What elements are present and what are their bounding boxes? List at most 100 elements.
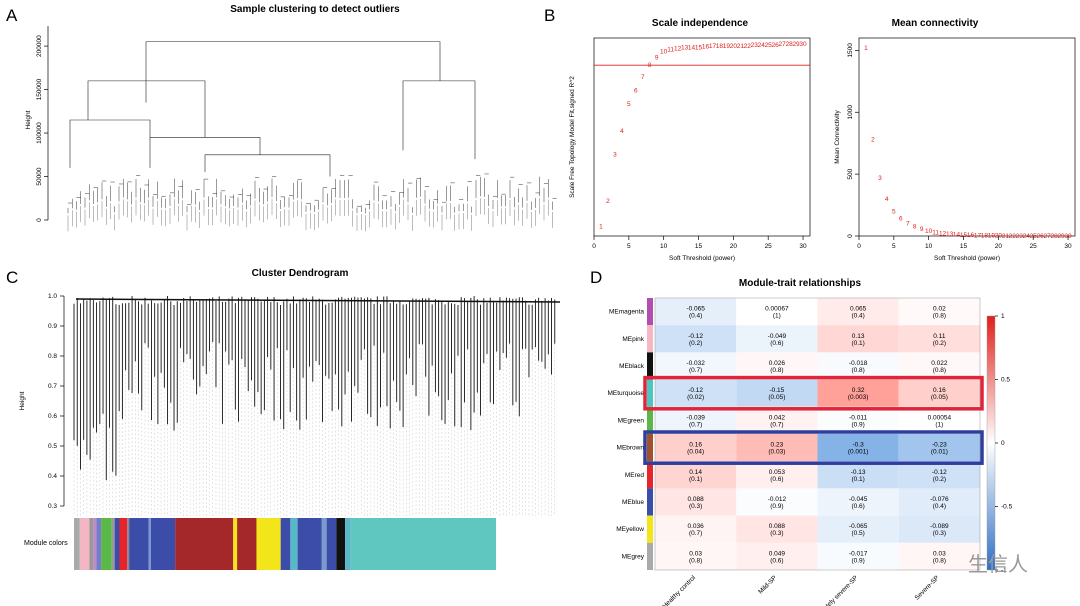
- scale-independence-x-tick-label: 20: [730, 243, 738, 250]
- cell-pvalue: (0.9): [851, 557, 864, 564]
- cell-pvalue: (0.9): [770, 503, 783, 510]
- module-color-block: [74, 518, 80, 570]
- highlight-box: [643, 430, 984, 465]
- column-label: Healthy control: [661, 574, 697, 606]
- column-label: Mild-SP: [757, 574, 778, 595]
- cell-pvalue: (0.04): [687, 449, 704, 456]
- module-color-block: [256, 518, 281, 570]
- dendrogram-branch: [145, 41, 441, 103]
- heatmap-cell: [898, 461, 980, 489]
- cell-value: 0.02: [933, 306, 946, 313]
- mean-connectivity-title: Mean connectivity: [891, 18, 979, 29]
- scale-independence-point-label: 11: [667, 47, 674, 54]
- colorbar-tick-label: -1: [1001, 567, 1007, 574]
- cell-value: 0.026: [769, 360, 786, 367]
- module-color-block: [350, 518, 497, 570]
- mean-connectivity-y-tick-label: 1500: [847, 43, 854, 58]
- heatmap-cell: [817, 515, 899, 543]
- mean-connectivity-x-tick-label: 30: [1064, 243, 1072, 250]
- row-label: MEgreen: [618, 417, 645, 424]
- mean-connectivity-point-label: 12: [939, 230, 947, 237]
- scale-independence-point-label: 12: [674, 46, 682, 53]
- cell-value: -0.045: [849, 496, 868, 503]
- heatmap-cell: [655, 542, 737, 570]
- c-y-tick-label: 0.3: [48, 503, 57, 510]
- mean-connectivity-y-tick-label: 1000: [847, 105, 854, 120]
- mean-connectivity-x-axis-label: Soft Threshold (power): [934, 255, 1000, 262]
- row-color-strip: [647, 542, 653, 570]
- mean-connectivity-point-label: 15: [960, 232, 968, 239]
- heatmap-cell: [817, 434, 899, 462]
- cluster-dendrogram: 0.3 0.4 0.5 0.6 0.7 0.8 0.9 1.0 Height: [19, 293, 561, 570]
- y-axis-label: Height: [25, 110, 32, 129]
- cell-value: 0.11: [933, 333, 946, 340]
- mean-connectivity-point-label: 14: [953, 231, 961, 238]
- heatmap-cell: [655, 352, 737, 380]
- cell-pvalue: (0.2): [689, 340, 702, 347]
- row-color-strip: [647, 515, 653, 543]
- module-color-block: [101, 518, 112, 570]
- y-tick-label: 0: [36, 218, 43, 222]
- cell-pvalue: (0.6): [770, 476, 783, 483]
- cell-value: 0.23: [771, 442, 784, 449]
- mean-connectivity-point-label: 30: [1064, 233, 1072, 240]
- dendrogram-branch: [69, 119, 151, 168]
- scale-independence-point-label: 1: [599, 223, 603, 230]
- scale-independence-x-tick-label: 15: [695, 243, 703, 250]
- cell-value: -0.12: [932, 469, 947, 476]
- mean-connectivity-point-label: 28: [1050, 233, 1058, 240]
- row-label: MEred: [625, 472, 645, 479]
- cell-pvalue: (0.8): [933, 313, 946, 320]
- heatmap-cell: [736, 542, 818, 570]
- row-color-strip: [647, 325, 653, 353]
- heatmap-cell: [898, 542, 980, 570]
- cell-value: -0.012: [768, 496, 787, 503]
- module-colors-label: Module colors: [24, 540, 68, 547]
- scale-independence-point-label: 17: [709, 43, 717, 50]
- module-color-block: [129, 518, 149, 570]
- colorbar: [986, 315, 996, 571]
- cell-pvalue: (0.1): [851, 476, 864, 483]
- mean-connectivity-point-label: 8: [913, 224, 917, 231]
- module-color-block: [290, 518, 298, 570]
- heatmap-cell: [898, 325, 980, 353]
- y-tick-label: 100000: [36, 122, 43, 144]
- colorbar-tick-label: -0.5: [1001, 504, 1013, 511]
- colorbar-tick-label: 0: [1001, 440, 1005, 447]
- c-y-tick-label: 0.9: [48, 323, 57, 330]
- heatmap-cell: [736, 434, 818, 462]
- cell-pvalue: (0.6): [770, 340, 783, 347]
- module-color-block: [148, 518, 151, 570]
- panel-letter-d: D: [590, 268, 603, 287]
- cell-value: 0.32: [852, 387, 865, 394]
- cell-pvalue: (0.4): [851, 313, 864, 320]
- scale-independence-y-axis-label: Scale Free Topology Model Fit,signed R^2: [569, 76, 576, 198]
- cell-pvalue: (0.7): [770, 421, 783, 428]
- scale-independence-point-label: 21: [737, 43, 745, 50]
- scale-independence-point-label: 20: [730, 43, 738, 50]
- scale-independence-point-label: 9: [655, 54, 659, 61]
- panel-letter-c: C: [6, 268, 19, 287]
- scale-independence-point-label: 15: [695, 45, 703, 52]
- cell-value: -0.12: [688, 333, 703, 340]
- panel-letter-b: B: [544, 6, 556, 25]
- scale-independence-point-label: 26: [772, 42, 780, 49]
- cell-pvalue: (0.2): [933, 476, 946, 483]
- module-color-block: [150, 518, 176, 570]
- module-color-block: [297, 518, 322, 570]
- scale-independence-point-label: 23: [751, 42, 759, 49]
- y-tick-label: 200000: [36, 35, 43, 57]
- mean-connectivity-point-label: 3: [878, 175, 882, 182]
- cell-pvalue: (0.2): [933, 340, 946, 347]
- mean-connectivity-point-label: 5: [892, 208, 896, 215]
- row-label: MEyellow: [616, 526, 644, 533]
- scale-independence-x-tick-label: 30: [799, 243, 807, 250]
- module-color-block: [345, 518, 351, 570]
- heatmap-cell: [817, 406, 899, 434]
- mean-connectivity-point-label: 17: [974, 232, 982, 239]
- row-color-strip: [647, 406, 653, 434]
- top-merge-line: [75, 298, 561, 303]
- mean-connectivity-point-label: 13: [946, 231, 954, 238]
- mean-connectivity-frame: [858, 37, 1076, 237]
